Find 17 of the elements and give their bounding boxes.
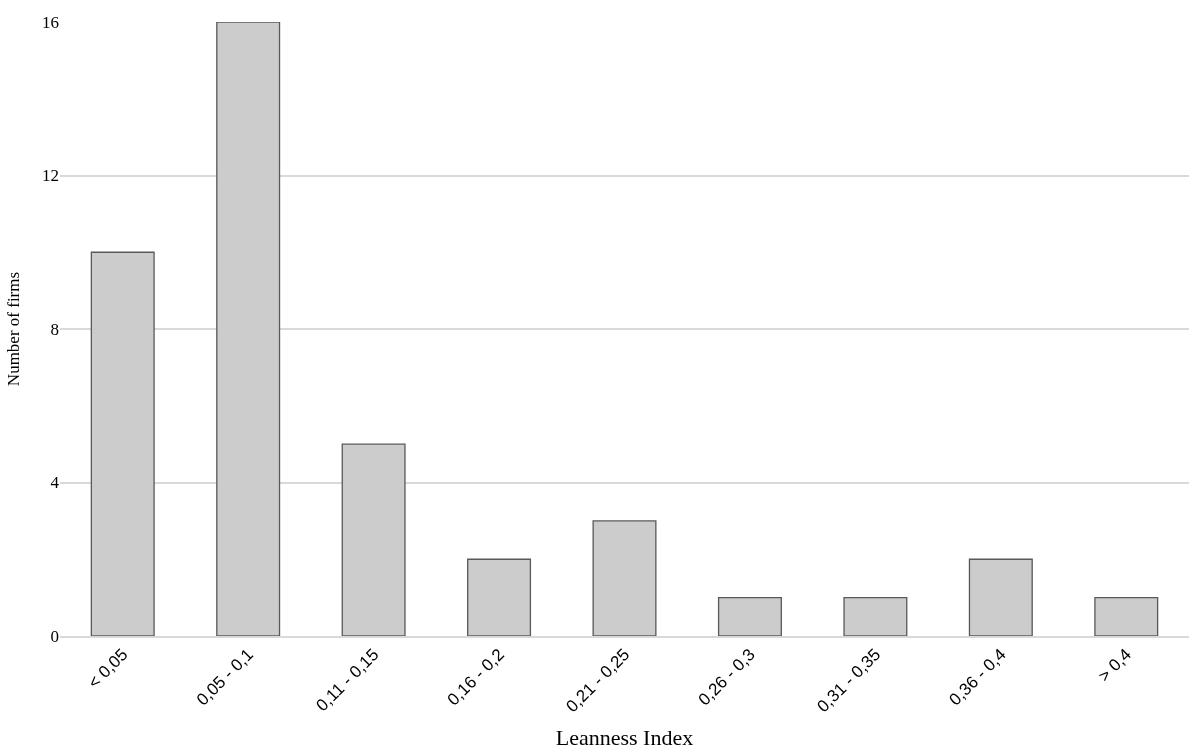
y-axis-title: Number of firms [3,271,23,387]
bar [1094,596,1159,636]
x-tick-label: > 0,4 [1094,645,1136,686]
bar [341,443,406,636]
y-tick-label: 16 [42,12,59,32]
bar [216,22,281,636]
x-axis-title: Leanness Index [555,725,694,751]
y-tick-label: 0 [50,626,59,646]
y-tick-label: 4 [50,473,60,493]
bar [717,596,782,636]
bar [843,596,908,636]
bar [592,520,657,636]
bar [968,558,1033,636]
bar [467,558,532,636]
y-tick-label: 8 [50,319,59,339]
bar [90,251,155,636]
y-tick-label: 12 [42,166,59,186]
